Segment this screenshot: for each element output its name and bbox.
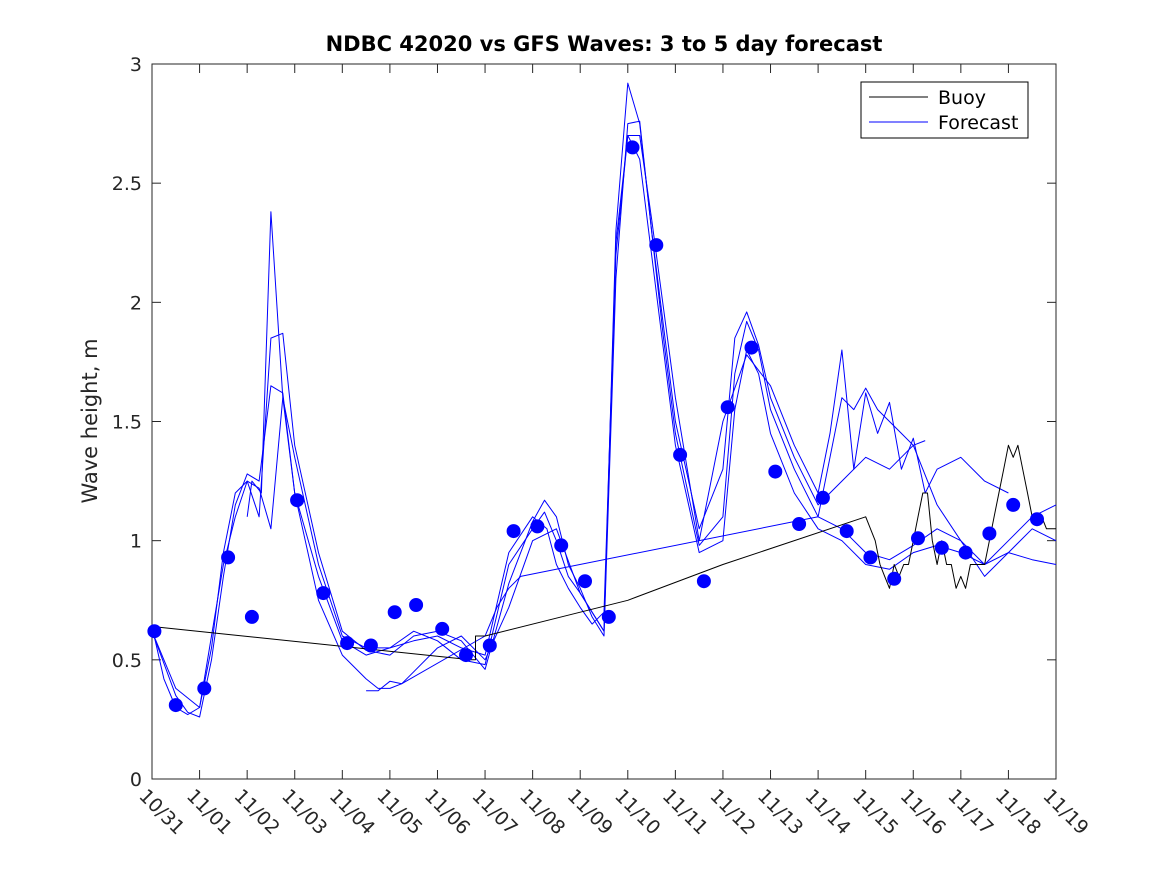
forecast-point bbox=[387, 605, 402, 620]
forecast-line bbox=[246, 135, 1009, 689]
forecast-point bbox=[768, 464, 783, 479]
forecast-point bbox=[744, 340, 759, 355]
forecast-point bbox=[316, 586, 331, 601]
forecast-point bbox=[506, 524, 521, 539]
legend-box bbox=[860, 81, 1029, 139]
forecast-point bbox=[244, 609, 259, 624]
forecast-point bbox=[601, 609, 616, 624]
forecast-point bbox=[958, 545, 973, 560]
forecast-point bbox=[815, 490, 830, 505]
forecast-point bbox=[147, 624, 162, 639]
forecast-point bbox=[839, 524, 854, 539]
y-tick-label: 3 bbox=[130, 54, 142, 76]
forecast-line bbox=[366, 387, 926, 692]
forecast-point bbox=[340, 636, 355, 651]
forecast-point bbox=[578, 574, 592, 589]
forecast-point bbox=[696, 574, 711, 589]
forecast-point bbox=[792, 517, 807, 531]
y-tick-label: 2 bbox=[130, 292, 142, 314]
y-axis-label: Wave height, m bbox=[78, 338, 102, 503]
buoy-line bbox=[151, 444, 1056, 661]
forecast-point bbox=[720, 400, 735, 415]
legend: Buoy Forecast bbox=[860, 81, 1029, 139]
forecast-point bbox=[221, 550, 236, 565]
legend-forecast-label: Forecast bbox=[938, 112, 1018, 134]
forecast-point bbox=[435, 621, 450, 636]
forecast-point bbox=[934, 540, 949, 555]
forecast-point bbox=[863, 550, 878, 565]
forecast-point bbox=[197, 681, 212, 696]
y-tick-label: 0 bbox=[130, 769, 142, 791]
forecast-point bbox=[168, 698, 183, 713]
forecast-point bbox=[673, 447, 688, 462]
forecast-point bbox=[911, 531, 925, 546]
forecast-point bbox=[363, 638, 378, 653]
forecast-point bbox=[554, 538, 569, 553]
forecast-point bbox=[482, 638, 497, 653]
forecast-line bbox=[151, 120, 1057, 708]
forecast-point bbox=[530, 519, 545, 534]
forecast-point bbox=[459, 648, 473, 663]
y-tick-label: 0.5 bbox=[112, 650, 142, 672]
y-tick-label: 1.5 bbox=[112, 412, 142, 434]
y-tick-label: 2.5 bbox=[112, 173, 142, 195]
forecast-point bbox=[409, 598, 424, 612]
forecast-point bbox=[982, 526, 997, 541]
forecast-point bbox=[649, 238, 664, 253]
y-tick-label: 1 bbox=[130, 531, 142, 553]
chart-title: NDBC 42020 vs GFS Waves: 3 to 5 day fore… bbox=[326, 32, 883, 56]
forecast-point bbox=[1006, 497, 1021, 512]
forecast-point bbox=[1030, 512, 1044, 527]
forecast-point bbox=[625, 140, 640, 155]
legend-buoy-label: Buoy bbox=[938, 87, 986, 109]
forecast-point bbox=[887, 571, 902, 586]
forecast-point bbox=[290, 493, 305, 508]
